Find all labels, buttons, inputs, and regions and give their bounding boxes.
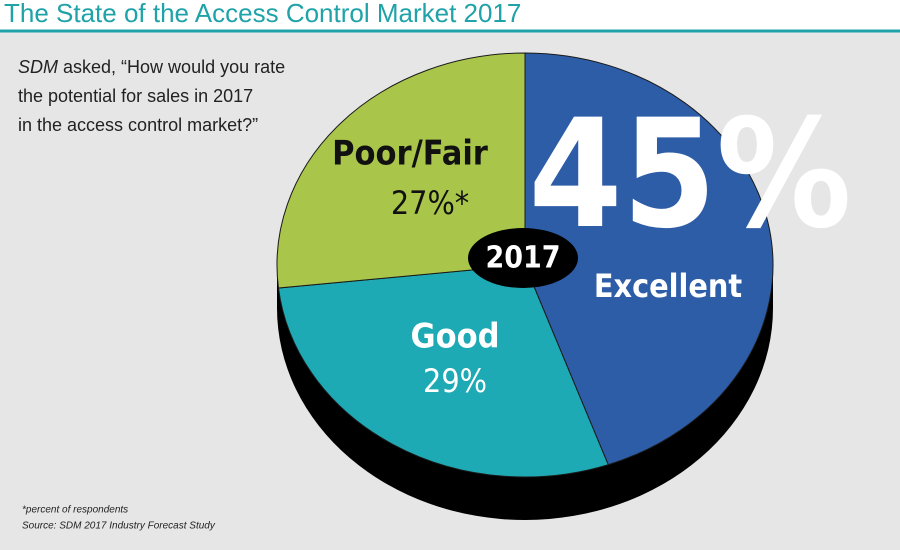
category-label: Poor/Fair xyxy=(332,134,489,174)
question-line: asked, “How would you rate xyxy=(63,57,285,77)
question: SDM asked, “How would you rate xyxy=(18,57,285,77)
pie-slice xyxy=(277,264,609,478)
value-label: 29% xyxy=(423,362,487,400)
value-label: 27%* xyxy=(391,184,469,222)
value-label: 45% xyxy=(529,88,852,262)
category-label: Good xyxy=(410,317,499,357)
chart-title: The State of the Access Control Market 2… xyxy=(4,0,521,28)
center-badge xyxy=(468,228,578,288)
category-label: Excellent xyxy=(594,267,743,305)
question-line: in the access control market?” xyxy=(18,115,258,135)
footnote: *percent of respondents xyxy=(22,505,128,516)
question-emphasis: SDM xyxy=(18,57,58,77)
title-bar xyxy=(0,0,900,30)
center-label: 2017 xyxy=(485,241,560,276)
pie xyxy=(276,52,774,520)
pie-slice xyxy=(276,52,526,289)
footnote: Source: SDM 2017 Industry Forecast Study xyxy=(22,521,216,532)
pie-slice xyxy=(524,52,774,466)
question-line: the potential for sales in 2017 xyxy=(18,86,253,106)
labels: 45% Excellent Good 29% Poor/Fair 27%* 20… xyxy=(332,88,851,400)
